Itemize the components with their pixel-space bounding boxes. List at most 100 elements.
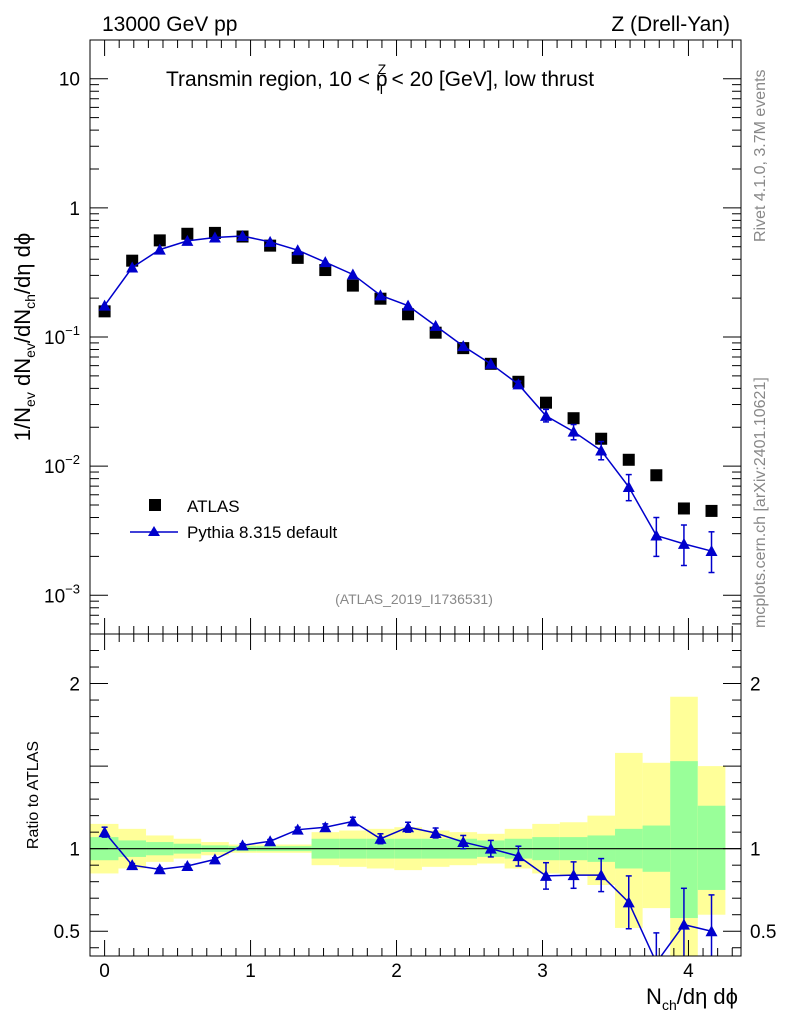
ratio-point xyxy=(705,925,718,937)
upper-plot-frame xyxy=(89,39,742,635)
title-pre: Transmin region, 10 < p xyxy=(166,68,388,91)
x-axis-label: Nch/dη dϕ xyxy=(646,984,738,1013)
mc-point xyxy=(512,378,525,390)
ratio-point xyxy=(457,836,470,848)
atlas-point xyxy=(650,469,663,482)
mc-point xyxy=(539,409,552,421)
upper-y-label: 1/Nev dNev/dNch/dη dϕ xyxy=(10,233,38,441)
analysis-label: (ATLAS_2019_I1736531) xyxy=(335,591,493,607)
atlas-point xyxy=(622,453,635,466)
mc-point xyxy=(181,234,194,246)
title-sub: T xyxy=(377,81,386,97)
mc-point xyxy=(319,256,332,268)
ratio-point xyxy=(567,869,580,881)
atlas-point xyxy=(539,396,552,409)
lower-plot-frame xyxy=(89,633,742,957)
ratio-point xyxy=(98,826,111,838)
rivet-label: Rivet 4.1.0, 3.7M events xyxy=(752,69,769,242)
ratio-point xyxy=(512,850,525,862)
upper-y-tick-label: 10 xyxy=(59,70,80,91)
mc-point xyxy=(374,289,387,301)
x-tick-label: 2 xyxy=(391,961,402,982)
title-post: < 20 [GeV], low thrust xyxy=(386,68,595,91)
atlas-point xyxy=(153,234,166,247)
process-label: Z (Drell-Yan) xyxy=(611,13,730,36)
ratio-point xyxy=(153,863,166,875)
ratio-point xyxy=(291,823,304,835)
legend-atlas-label: ATLAS xyxy=(187,497,240,516)
atlas-point xyxy=(705,504,718,517)
upper-y-tick-label: 10−3 xyxy=(44,581,80,607)
lower-y-tick-label: 2 xyxy=(69,675,80,696)
x-tick-label: 3 xyxy=(537,961,548,982)
ratio-point xyxy=(622,896,635,908)
mc-point xyxy=(236,230,249,242)
ratio-point xyxy=(181,860,194,872)
lower-data-layer xyxy=(90,815,741,968)
ratio-point xyxy=(319,821,332,833)
upper-data-layer xyxy=(98,226,718,574)
lower-y-tick-label: 0.5 xyxy=(54,922,80,943)
mc-point xyxy=(346,268,359,280)
ratio-point xyxy=(650,957,662,968)
x-tick-label: 0 xyxy=(99,961,110,982)
ratio-band-inner xyxy=(697,805,726,890)
ratio-point xyxy=(374,832,387,844)
mc-point xyxy=(153,243,166,255)
ratio-point xyxy=(677,918,690,930)
title-sup: Z xyxy=(378,61,387,77)
lower-y-tick-label-right: 0.5 xyxy=(750,922,776,943)
mc-point xyxy=(595,444,608,456)
mc-point xyxy=(567,425,580,437)
mc-point xyxy=(457,340,470,352)
atlas-point xyxy=(126,254,139,267)
ratio-y-label: Ratio to ATLAS xyxy=(25,741,42,849)
x-tick-label: 4 xyxy=(683,961,694,982)
upper-y-tick-label: 10−2 xyxy=(44,452,80,478)
ratio-point xyxy=(126,859,139,871)
ratio-point xyxy=(208,853,221,865)
mc-point xyxy=(622,480,635,492)
mc-point xyxy=(429,319,442,331)
mc-point xyxy=(126,261,139,273)
upper-y-tick-label: 1 xyxy=(69,199,80,220)
ratio-point xyxy=(236,839,249,851)
mc-point xyxy=(291,244,304,256)
ratio-series xyxy=(98,815,718,968)
atlas-point xyxy=(346,279,359,292)
mc-point xyxy=(402,299,415,311)
ratio-point xyxy=(346,815,359,827)
lower-axis-ticks: 0 1 2 3 4 0.5 0.5 1 1 2 2 xyxy=(54,634,776,982)
atlas-point xyxy=(677,502,690,515)
mc-point xyxy=(650,529,663,541)
legend-mc-marker xyxy=(148,526,160,536)
ratio-point xyxy=(484,842,497,854)
mc-point xyxy=(264,235,277,247)
legend-mc-label: Pythia 8.315 default xyxy=(187,523,338,542)
plot-title: Transmin region, 10 < pZ T < 20 [GeV], lo… xyxy=(166,61,594,97)
legend: ATLAS Pythia 8.315 default xyxy=(130,497,338,542)
mc-point xyxy=(208,231,221,243)
ratio-point xyxy=(402,821,415,833)
lower-y-tick-label-right: 1 xyxy=(750,840,761,861)
ratio-point xyxy=(595,869,608,881)
lower-y-tick-label-right: 2 xyxy=(750,675,761,696)
legend-atlas-marker xyxy=(149,499,161,511)
lower-y-tick-label: 1 xyxy=(69,840,80,861)
atlas-point xyxy=(567,412,580,425)
mc-point xyxy=(677,537,690,549)
upper-axis-ticks: 10−3 10−2 10−1 1 10 xyxy=(44,40,741,634)
mc-point xyxy=(484,357,497,369)
atlas-point xyxy=(402,308,415,321)
upper-y-tick-label: 10−1 xyxy=(44,323,80,349)
ratio-point xyxy=(539,869,552,881)
ratio-point xyxy=(264,835,277,847)
x-tick-label: 1 xyxy=(245,961,256,982)
mc-point xyxy=(98,299,111,311)
ratio-point xyxy=(429,826,442,838)
atlas-point xyxy=(181,227,194,240)
mc-point xyxy=(705,545,718,557)
mcplots-label: mcplots.cern.ch [arXiv:2401.10621] xyxy=(752,377,769,628)
energy-label: 13000 GeV pp xyxy=(102,13,237,36)
